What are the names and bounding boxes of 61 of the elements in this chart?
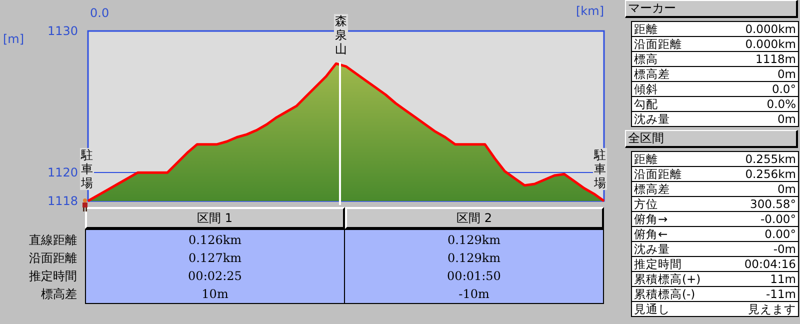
text: -0m (773, 242, 796, 256)
text: 00:02:25 (188, 269, 242, 283)
text: 0.129km (447, 233, 500, 247)
text: 0.0% (766, 97, 796, 111)
category-label: 沈み量 (634, 242, 670, 256)
text: 全区間 (625, 130, 798, 148)
text: 0m (777, 67, 796, 81)
text: -11m (766, 287, 796, 301)
category-label: 標高 (634, 52, 658, 66)
category-label: 俯角← (634, 227, 668, 241)
category-label: 区間 2 (344, 207, 604, 229)
category-label: 標高差 (41, 287, 77, 301)
text: 0.127km (188, 251, 242, 265)
text: 見えます (748, 302, 796, 316)
category-label: 距離 (634, 22, 658, 36)
y-tick-label: 1120 (47, 166, 78, 180)
category-label: 沿面距離 (634, 37, 682, 51)
text: 11m (770, 272, 796, 286)
text: 300.58° (750, 197, 796, 211)
category-label: 標高差 (634, 182, 670, 196)
text: 0.00° (764, 227, 796, 241)
text: 0.256km (745, 167, 796, 181)
y-tick-label: 1130 (47, 24, 78, 38)
text: 0m (777, 112, 796, 126)
category-label: 見通し (634, 302, 670, 316)
category-label: 方位 (634, 197, 658, 211)
text: 00:04:16 (744, 257, 796, 271)
category-label: 推定時間 (29, 269, 77, 283)
category-label: 勾配 (634, 97, 658, 111)
text: -10m (458, 287, 490, 301)
category-label: 推定時間 (634, 257, 682, 271)
text: -0.00° (760, 212, 796, 226)
text: 0.0 (90, 6, 110, 20)
text: 0.126km (188, 233, 242, 247)
category-label: 沈み量 (634, 112, 670, 126)
category-label: 沿面距離 (634, 167, 682, 181)
text: マーカー (625, 0, 798, 18)
category-label: 区間 1 (85, 207, 344, 229)
category-label: 距離 (634, 152, 658, 166)
y-tick-label: 1118 (47, 194, 78, 208)
text: 00:01:50 (447, 269, 501, 283)
text: 10m (202, 287, 228, 301)
text: 0.000km (745, 22, 796, 36)
x-axis-title: [km] (576, 4, 604, 18)
text: 0.255km (745, 152, 796, 166)
category-label: 俯角→ (634, 212, 668, 226)
category-label: 沿面距離 (29, 251, 77, 265)
category-label: 累積標高(-) (634, 287, 696, 301)
text: 0m (777, 182, 796, 196)
text: 1118m (756, 52, 796, 66)
annotation: 森泉山 (335, 14, 347, 56)
annotation: 駐車場 (80, 148, 93, 190)
category-label: 直線距離 (29, 233, 77, 247)
text: 0.129km (447, 251, 500, 265)
category-label: 標高差 (634, 67, 670, 81)
annotation: 駐車場 (593, 148, 606, 190)
text: 0.0° (772, 82, 796, 96)
category-label: 累積標高(+) (634, 272, 701, 286)
text: 0.000km (745, 37, 796, 51)
category-label: 傾斜 (634, 82, 658, 96)
y-axis-title: [m] (3, 32, 24, 46)
